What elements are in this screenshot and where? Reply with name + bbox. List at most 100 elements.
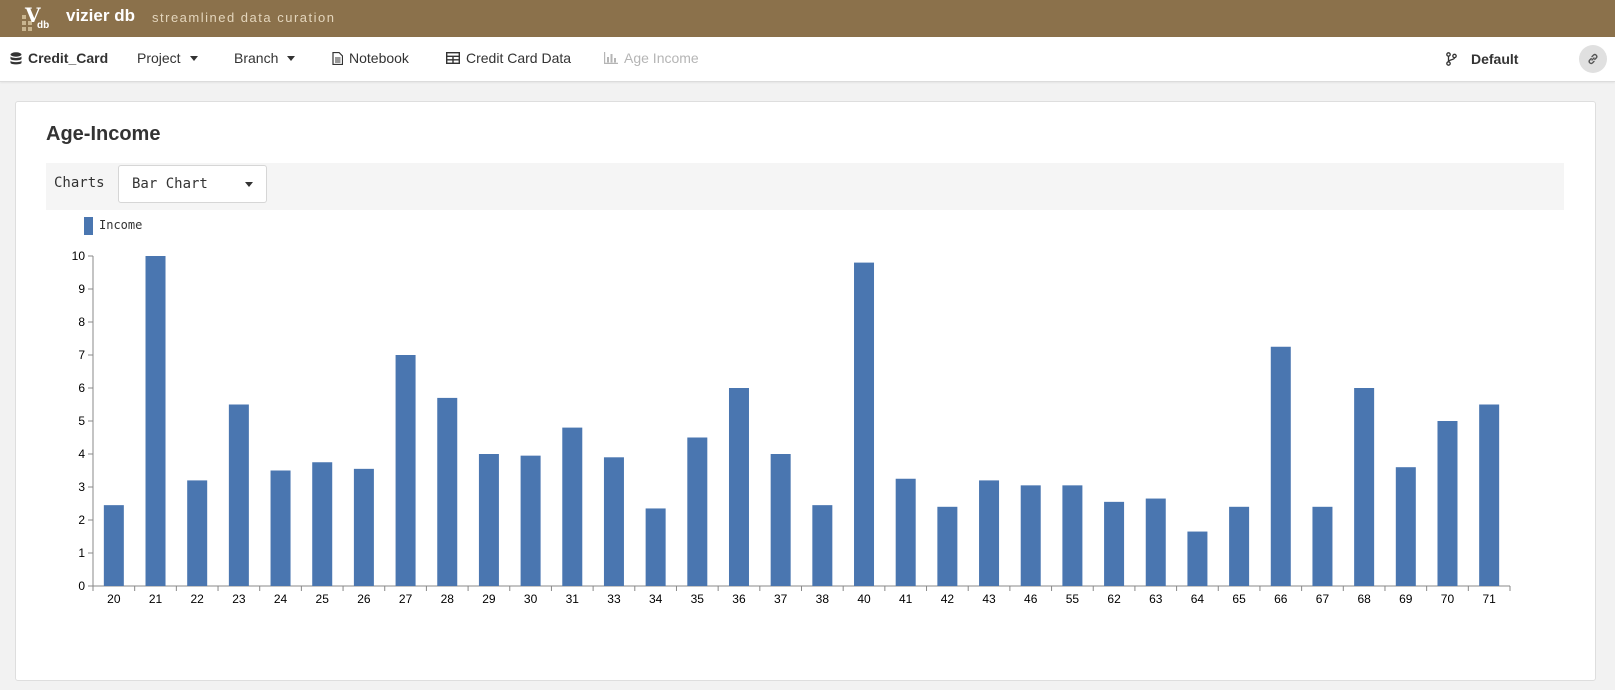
x-tick-label: 55 bbox=[1066, 592, 1080, 606]
bar bbox=[1062, 485, 1083, 586]
y-tick-label: 2 bbox=[78, 513, 85, 527]
bar bbox=[1020, 485, 1041, 586]
x-tick-label: 38 bbox=[816, 592, 830, 606]
project-name[interactable]: Credit_Card bbox=[10, 50, 108, 66]
y-tick-label: 0 bbox=[78, 579, 85, 593]
x-tick-label: 36 bbox=[732, 592, 746, 606]
vizier-logo[interactable]: V db bbox=[21, 3, 51, 33]
x-tick-label: 64 bbox=[1191, 592, 1205, 606]
bar bbox=[562, 427, 583, 586]
bar bbox=[437, 397, 458, 586]
y-tick-label: 1 bbox=[78, 546, 85, 560]
bar bbox=[1229, 506, 1250, 586]
x-tick-label: 71 bbox=[1482, 592, 1496, 606]
database-icon bbox=[10, 51, 22, 64]
chart-type-value: Bar Chart bbox=[132, 176, 208, 192]
panel-title: Age-Income bbox=[46, 123, 161, 145]
bar bbox=[1187, 531, 1208, 586]
x-tick-label: 70 bbox=[1441, 592, 1455, 606]
bar bbox=[187, 480, 208, 586]
bar bbox=[228, 404, 249, 586]
bar bbox=[645, 508, 666, 586]
chevron-down-icon bbox=[287, 55, 296, 61]
bar bbox=[478, 454, 499, 586]
y-tick-label: 7 bbox=[78, 348, 85, 362]
y-tick-label: 8 bbox=[78, 315, 85, 329]
bar bbox=[103, 505, 124, 586]
dataset-link[interactable]: Credit Card Data bbox=[446, 50, 571, 66]
bar bbox=[979, 480, 1000, 586]
chart-type-select[interactable]: Bar Chart bbox=[118, 165, 267, 203]
legend-label: Income bbox=[99, 218, 142, 232]
bar bbox=[895, 478, 916, 586]
app-title: vizier db bbox=[66, 6, 135, 25]
bar bbox=[728, 388, 749, 586]
bar-chart-icon bbox=[604, 52, 618, 64]
bar bbox=[520, 455, 541, 586]
y-tick-label: 3 bbox=[78, 480, 85, 494]
bar bbox=[603, 457, 624, 586]
branch-menu[interactable]: Branch bbox=[234, 50, 296, 66]
x-tick-label: 68 bbox=[1357, 592, 1371, 606]
project-menu[interactable]: Project bbox=[137, 50, 198, 66]
project-name-label: Credit_Card bbox=[28, 50, 109, 66]
x-tick-label: 65 bbox=[1232, 592, 1246, 606]
bar bbox=[1270, 346, 1291, 586]
bar bbox=[270, 470, 291, 586]
y-tick-label: 10 bbox=[72, 249, 86, 263]
x-tick-label: 27 bbox=[399, 592, 413, 606]
x-tick-label: 22 bbox=[191, 592, 205, 606]
x-tick-label: 69 bbox=[1399, 592, 1413, 606]
x-tick-label: 67 bbox=[1316, 592, 1330, 606]
share-link-button[interactable] bbox=[1579, 45, 1607, 73]
brand-bar: V db vizier db streamlined data curation bbox=[0, 0, 1615, 37]
chart-view-label: Age Income bbox=[624, 50, 699, 66]
chart-view-link[interactable]: Age Income bbox=[604, 50, 699, 66]
chevron-down-icon bbox=[245, 182, 253, 187]
x-tick-label: 37 bbox=[774, 592, 788, 606]
bar bbox=[1312, 506, 1333, 586]
chevron-down-icon bbox=[189, 55, 198, 61]
bar bbox=[812, 505, 833, 586]
x-tick-label: 24 bbox=[274, 592, 288, 606]
x-tick-label: 66 bbox=[1274, 592, 1288, 606]
legend-swatch bbox=[84, 217, 93, 235]
branch-indicator[interactable]: Default bbox=[1446, 51, 1518, 67]
bar bbox=[1104, 501, 1125, 586]
x-tick-label: 30 bbox=[524, 592, 538, 606]
bar bbox=[1145, 498, 1166, 586]
chart-panel: Age-Income Charts Bar Chart Income 0 1 2 3 4 5… bbox=[15, 101, 1596, 681]
branch-name-label: Default bbox=[1471, 51, 1519, 67]
bar bbox=[937, 506, 958, 586]
charts-label: Charts bbox=[54, 175, 105, 191]
x-tick-label: 26 bbox=[357, 592, 371, 606]
bar bbox=[1395, 467, 1416, 586]
file-icon bbox=[332, 51, 343, 65]
bar bbox=[770, 454, 791, 586]
y-tick-label: 5 bbox=[78, 414, 85, 428]
x-tick-label: 42 bbox=[941, 592, 955, 606]
y-tick-label: 6 bbox=[78, 381, 85, 395]
bar bbox=[353, 468, 374, 586]
bar bbox=[312, 462, 333, 586]
y-tick-label: 4 bbox=[78, 447, 85, 461]
x-tick-label: 46 bbox=[1024, 592, 1038, 606]
x-tick-label: 23 bbox=[232, 592, 246, 606]
x-tick-label: 41 bbox=[899, 592, 913, 606]
x-tick-label: 35 bbox=[691, 592, 705, 606]
x-tick-label: 25 bbox=[316, 592, 330, 606]
table-icon bbox=[446, 52, 460, 64]
x-tick-label: 28 bbox=[441, 592, 455, 606]
x-tick-label: 40 bbox=[857, 592, 871, 606]
bar bbox=[687, 437, 708, 586]
bar bbox=[854, 262, 875, 586]
notebook-link[interactable]: Notebook bbox=[332, 50, 409, 66]
x-tick-label: 34 bbox=[649, 592, 663, 606]
bar bbox=[1437, 421, 1458, 586]
x-tick-label: 20 bbox=[107, 592, 121, 606]
x-tick-label: 21 bbox=[149, 592, 163, 606]
notebook-label: Notebook bbox=[349, 50, 409, 66]
x-tick-label: 63 bbox=[1149, 592, 1163, 606]
x-tick-label: 29 bbox=[482, 592, 496, 606]
